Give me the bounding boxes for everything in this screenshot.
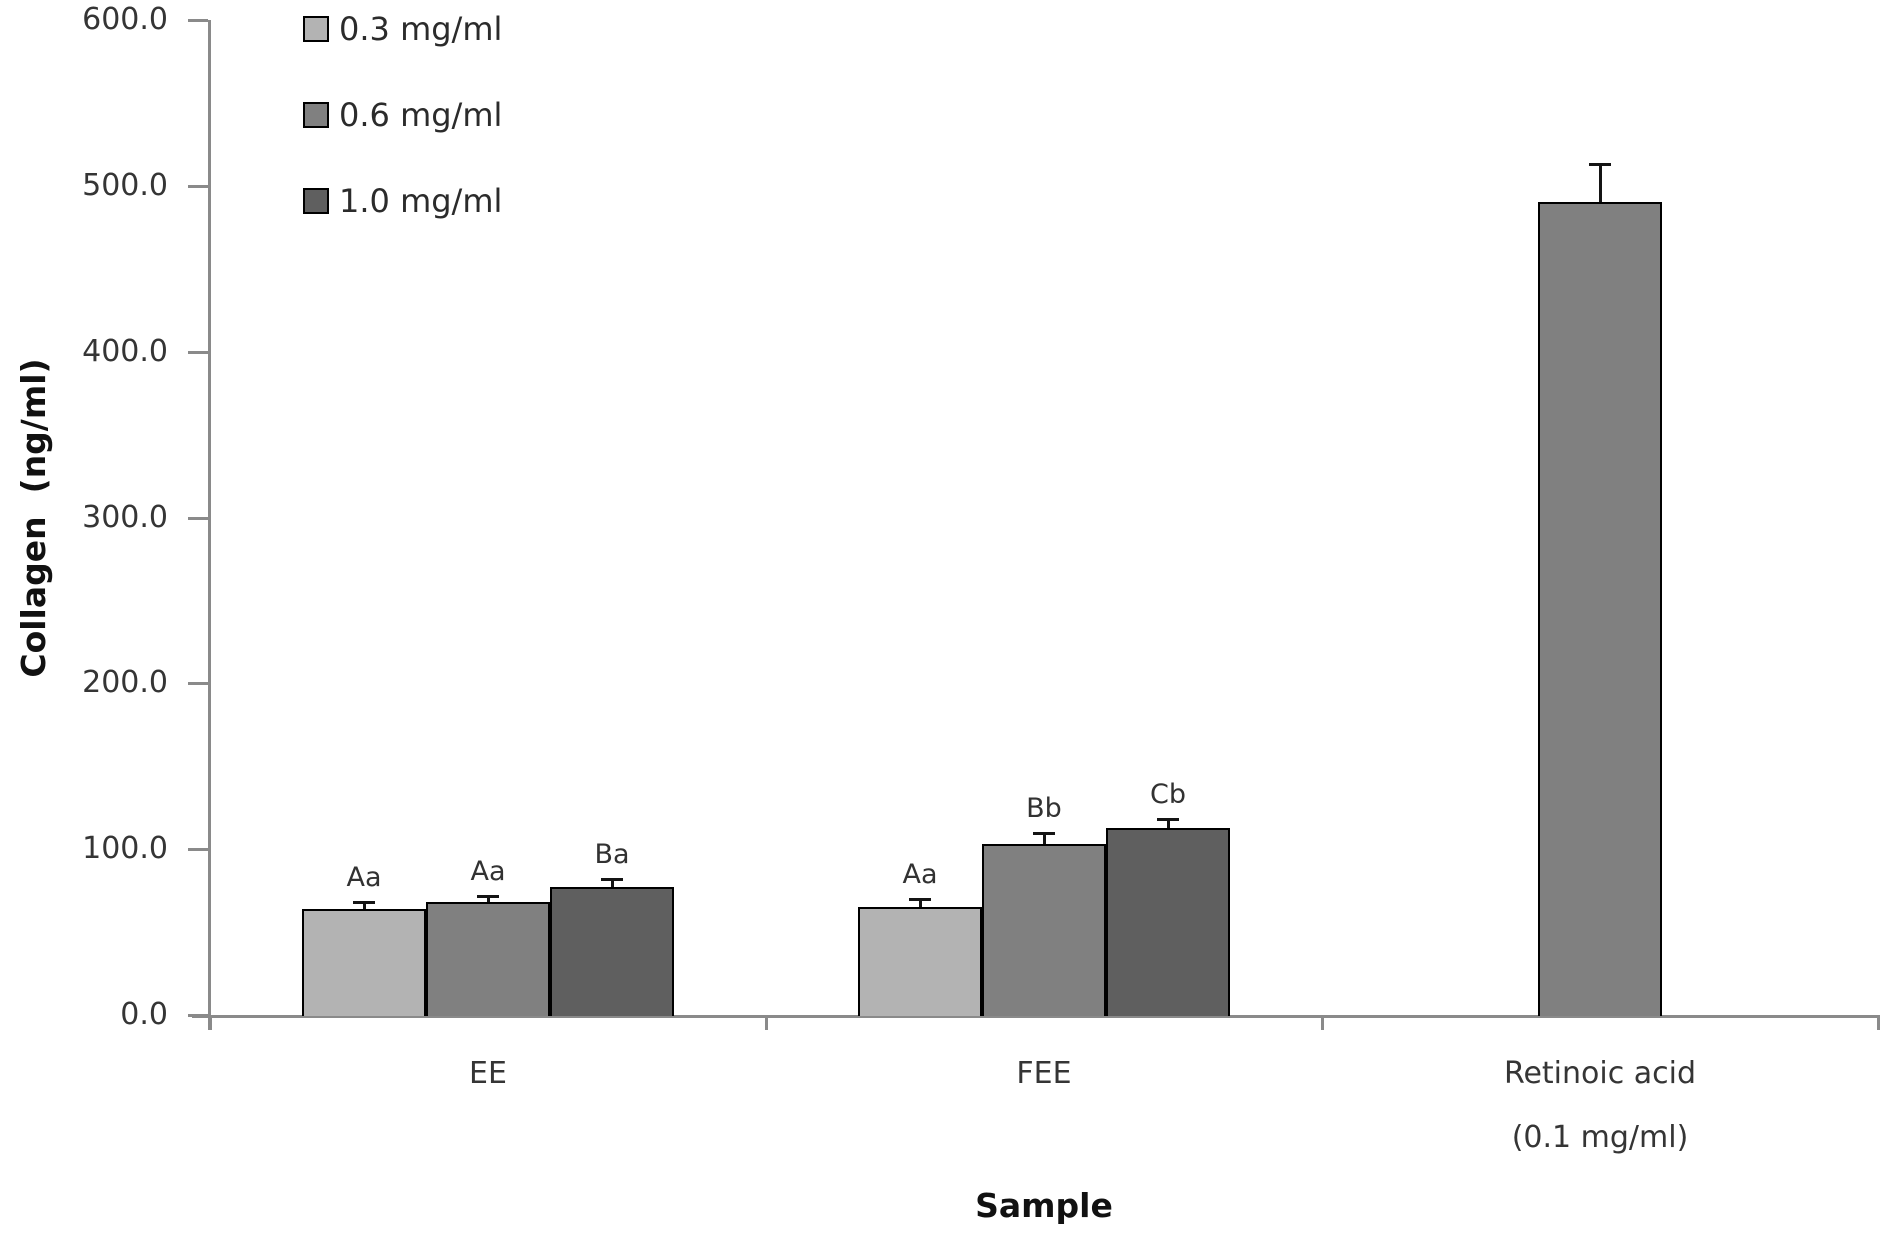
- error-bar-line: [610, 879, 614, 888]
- bar-fee-s0: [858, 907, 982, 1016]
- error-bar-cap: [601, 878, 623, 882]
- legend-label: 0.6 mg/ml: [339, 96, 503, 134]
- bar-point-label: Ba: [594, 839, 630, 871]
- error-bar-cap: [1157, 818, 1179, 822]
- error-bar-line: [918, 898, 922, 908]
- bar-point-label: Aa: [470, 855, 506, 887]
- legend-label: 1.0 mg/ml: [339, 182, 503, 220]
- error-bar-cap: [1033, 831, 1055, 835]
- y-tick-label: 400.0: [82, 333, 168, 369]
- x-axis-title: Sample: [975, 1186, 1113, 1225]
- bar-point-label: Cb: [1150, 779, 1186, 811]
- y-tick-mark: [188, 1014, 208, 1017]
- x-category-label-line: (0.1 mg/ml): [1511, 1120, 1689, 1155]
- x-axis-boundary-tick: [1876, 1015, 1880, 1030]
- x-category-label-line: Retinoic acid: [1503, 1056, 1697, 1091]
- bar-ee-s2: [550, 887, 674, 1016]
- x-category-label: FEE: [824, 1042, 1264, 1106]
- legend-swatch: [303, 188, 329, 214]
- y-tick-mark: [188, 848, 208, 852]
- bar-point-label: Aa: [902, 858, 938, 890]
- error-bar-cap: [477, 894, 499, 898]
- error-bar-line: [362, 902, 366, 909]
- y-tick-label: 100.0: [82, 831, 168, 867]
- bar-ee-s0: [302, 908, 426, 1016]
- y-tick-mark: [188, 184, 208, 188]
- x-category-label: EE: [268, 1042, 708, 1106]
- x-axis-boundary-tick: [764, 1015, 768, 1030]
- x-axis-boundary-tick: [208, 1015, 212, 1030]
- error-bar-line: [1042, 832, 1046, 845]
- error-bar-line: [1166, 819, 1170, 828]
- legend-swatch: [303, 16, 329, 42]
- bar-retinoic-acid-s1: [1538, 202, 1662, 1016]
- error-bar-line: [1598, 164, 1602, 203]
- y-tick-mark: [188, 682, 208, 686]
- x-category-label: Retinoic acid (0.1 mg/ml): [1380, 1042, 1820, 1170]
- bar-fee-s1: [982, 844, 1106, 1016]
- y-axis-title: Collagen (ng/ml): [14, 358, 53, 678]
- bar-point-label: Bb: [1026, 792, 1062, 824]
- error-bar-cap: [1589, 163, 1611, 167]
- legend-label: 0.3 mg/ml: [339, 10, 503, 48]
- bar-fee-s2: [1106, 827, 1230, 1016]
- x-axis-boundary-tick: [1320, 1015, 1324, 1030]
- x-category-label-line: EE: [469, 1056, 507, 1091]
- y-tick-mark: [188, 516, 208, 520]
- y-tick-label: 500.0: [82, 167, 168, 203]
- bar-point-label: Aa: [346, 862, 382, 894]
- y-tick-mark: [188, 350, 208, 354]
- error-bar-cap: [909, 897, 931, 901]
- legend-swatch: [303, 102, 329, 128]
- y-tick-mark: [188, 19, 208, 22]
- y-tick-label: 600.0: [82, 1, 168, 37]
- y-tick-label: 0.0: [120, 997, 168, 1032]
- y-tick-label: 200.0: [82, 665, 168, 701]
- x-axis-line: [192, 1015, 1878, 1018]
- y-axis-line: [208, 20, 211, 1030]
- bar-ee-s1: [426, 902, 550, 1016]
- error-bar-line: [486, 895, 490, 903]
- error-bar-cap: [353, 901, 375, 905]
- x-category-label-line: FEE: [1016, 1056, 1072, 1091]
- y-tick-label: 300.0: [82, 499, 168, 535]
